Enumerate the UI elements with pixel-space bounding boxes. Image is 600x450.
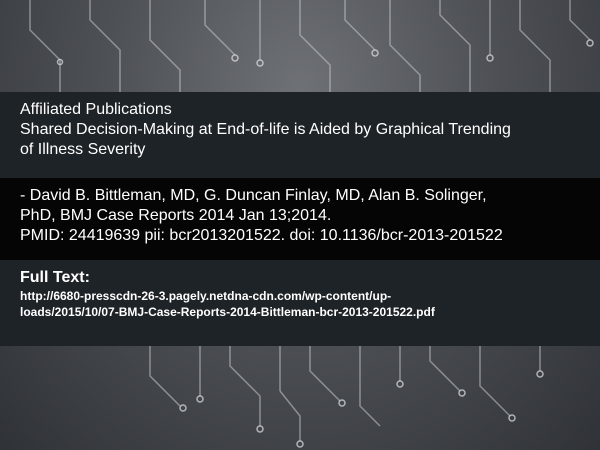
full-text-band: Full Text: http://6680-presscdn-26-3.pag… (0, 260, 600, 346)
circuit-pattern-top (29, 0, 594, 92)
full-text-url-line-2[interactable]: loads/2015/10/07-BMJ-Case-Reports-2014-B… (20, 305, 435, 319)
full-text-heading: Full Text: (20, 269, 90, 286)
section-label: Affiliated Publications (20, 101, 172, 118)
circuit-pattern-bottom (149, 346, 544, 448)
publication-title-line-1: Shared Decision-Making at End-of-life is… (20, 121, 511, 138)
title-band: Affiliated Publications Shared Decision-… (0, 92, 600, 178)
citation-line-2: PhD, BMJ Case Reports 2014 Jan 13;2014. (20, 207, 332, 224)
publication-title-line-2: of Illness Severity (20, 141, 146, 158)
citation-line-1: - David B. Bittleman, MD, G. Duncan Finl… (20, 187, 487, 204)
citation-band: - David B. Bittleman, MD, G. Duncan Finl… (0, 178, 600, 260)
citation-line-3: PMID: 24419639 pii: bcr2013201522. doi: … (20, 227, 503, 244)
full-text-url-line-1[interactable]: http://6680-presscdn-26-3.pagely.netdna-… (20, 289, 392, 303)
